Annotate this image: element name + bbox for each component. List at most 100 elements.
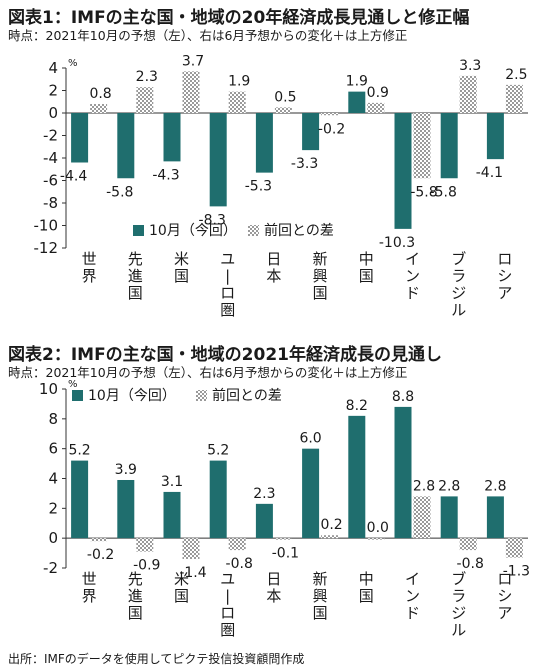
bar-diff	[274, 538, 292, 540]
y-tick-label: 2	[48, 499, 58, 517]
data-label-diff: 0.2	[320, 517, 342, 533]
data-label-current: -5.8	[430, 184, 457, 200]
category-label-char: ド	[405, 284, 420, 302]
data-label-current: 5.2	[207, 443, 229, 459]
category-label-char: 新	[313, 570, 328, 588]
category-label-char: 国	[128, 604, 143, 622]
bar-diff	[321, 113, 339, 116]
y-tick-label: 0	[48, 104, 58, 122]
bar-diff	[413, 113, 431, 179]
bar-current	[440, 113, 458, 179]
y-tick-label: 4	[48, 59, 58, 77]
y-tick-label: 10	[39, 380, 58, 398]
bar-diff	[228, 91, 246, 113]
category-label-char: 日	[266, 570, 281, 588]
y-tick-label: 6	[48, 440, 58, 458]
category-label-char: ル	[451, 301, 466, 319]
data-label-current: 3.1	[161, 474, 183, 490]
bar-diff	[505, 538, 523, 558]
category-label-char: ユ	[220, 570, 235, 588]
category-label-char: ロ	[497, 250, 512, 268]
y-tick-label: -2	[43, 127, 58, 145]
data-label-diff: 0.8	[89, 86, 111, 102]
bar-current	[486, 496, 504, 539]
data-label-current: -4.1	[476, 165, 503, 181]
bar-current	[440, 496, 458, 539]
chart1-subtitle: 時点：2021年10月の予想（左）、右は6月予想からの変化＋は上方修正	[8, 28, 408, 43]
bar-diff	[505, 84, 523, 113]
legend-swatch-diff	[196, 390, 207, 401]
data-label-diff: -1.3	[503, 564, 530, 580]
data-label-diff: 2.5	[505, 67, 527, 83]
category-label-char: ア	[497, 604, 512, 622]
y-tick-label: -2	[43, 559, 58, 577]
category-label-char: 圏	[220, 301, 235, 319]
category-label-char: イ	[405, 250, 420, 268]
bar-diff	[367, 102, 385, 113]
data-label-diff: 2.3	[136, 69, 158, 85]
category-label-char: 米	[174, 250, 189, 268]
bar-current	[163, 113, 181, 162]
chart2-plot: 1086420-2%5.2-0.2世界3.9-0.9先進国3.1-1.4米国5.…	[39, 379, 530, 639]
chart2-subtitle: 時点：2021年10月の予想（左）、右は6月予想からの変化＋は上方修正	[8, 365, 408, 380]
data-label-diff: 1.9	[228, 74, 250, 90]
legend-swatch-current	[133, 225, 144, 236]
bar-diff	[459, 538, 477, 551]
y-tick-label: -6	[43, 172, 58, 190]
category-label-char: ン	[405, 587, 420, 605]
bar-diff	[182, 71, 200, 113]
bar-current	[117, 479, 135, 539]
chart1-plot: 420-2-4-6-8-10-12%-4.40.8世界-5.82.3先進国-4.…	[34, 53, 528, 319]
bar-diff	[90, 538, 108, 542]
data-label-current: 1.9	[346, 74, 368, 90]
y-tick-label: 2	[48, 82, 58, 100]
data-label-diff: -0.2	[87, 547, 114, 563]
category-label-char: 国	[174, 267, 189, 285]
category-label-char: ロ	[220, 604, 235, 622]
data-label-diff: -0.2	[318, 121, 345, 137]
data-label-current: -10.3	[379, 235, 415, 251]
legend-swatch-current	[72, 390, 83, 401]
data-label-current: -8.3	[199, 212, 226, 228]
bar-current	[486, 113, 504, 160]
bar-current	[394, 406, 412, 539]
category-label-char: ラ	[451, 267, 466, 285]
category-label-char: 日	[266, 250, 281, 268]
bar-current	[302, 448, 320, 539]
data-label-diff: -0.8	[457, 556, 484, 572]
y-tick-label: -12	[34, 239, 59, 257]
category-label-char: ロ	[497, 570, 512, 588]
data-label-current: -5.8	[106, 184, 133, 200]
bar-current	[71, 460, 89, 539]
legend-label-diff: 前回との差	[212, 387, 282, 404]
category-label-char: ジ	[451, 604, 466, 622]
bar-diff	[274, 107, 292, 113]
y-tick-label: -4	[43, 149, 58, 167]
category-label-char: ド	[405, 604, 420, 622]
bar-current	[302, 113, 320, 151]
bar-diff	[136, 87, 154, 113]
category-label-char: 興	[313, 267, 328, 285]
y-tick-label: -8	[43, 194, 58, 212]
category-label-char: イ	[405, 570, 420, 588]
category-label-char: 中	[359, 570, 374, 588]
category-label-char: ロ	[220, 284, 235, 302]
data-label-current: -4.4	[60, 169, 87, 185]
data-label-diff: -5.8	[410, 184, 437, 200]
legend-swatch-diff	[248, 225, 259, 236]
category-label-char: シ	[497, 267, 512, 285]
category-label-char: 中	[359, 250, 374, 268]
data-label-current: -4.3	[152, 167, 179, 183]
y-unit-label: %	[68, 379, 78, 390]
category-label-char: ジ	[451, 284, 466, 302]
category-label-char: ブ	[451, 250, 466, 268]
bar-diff	[182, 538, 200, 560]
y-unit-label: %	[68, 58, 78, 69]
bar-diff	[367, 538, 385, 540]
legend-label-current: 10月（今回）	[88, 388, 176, 404]
category-label-char: 新	[313, 250, 328, 268]
category-label-char: 本	[266, 587, 281, 605]
data-label-diff: 2.8	[413, 478, 435, 494]
bar-current	[163, 491, 181, 539]
data-label-diff: -1.4	[179, 565, 206, 581]
